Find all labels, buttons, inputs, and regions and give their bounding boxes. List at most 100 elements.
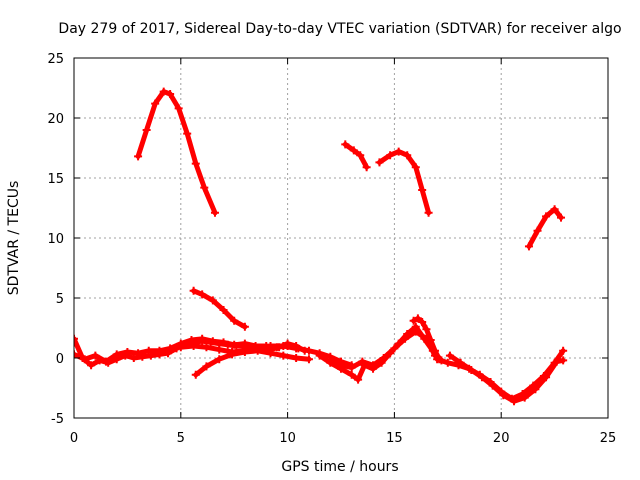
data-point — [379, 354, 388, 362]
series-trace — [342, 141, 370, 170]
data-point — [499, 391, 508, 400]
series-low-8 — [445, 351, 568, 406]
data-point — [467, 366, 476, 374]
data-point — [129, 354, 138, 362]
data-point — [386, 151, 395, 160]
data-point — [401, 334, 410, 343]
y-tick-label: -5 — [51, 412, 64, 427]
data-point — [413, 314, 422, 323]
data-point — [409, 316, 418, 325]
series-trace — [178, 343, 299, 355]
data-point — [552, 357, 561, 366]
data-point — [510, 397, 519, 406]
data-point — [304, 355, 313, 364]
data-point — [121, 351, 130, 360]
data-point — [375, 158, 384, 167]
data-point — [354, 375, 363, 384]
data-point — [155, 350, 164, 359]
data-point — [266, 342, 275, 350]
data-point — [189, 342, 198, 350]
data-point — [191, 370, 200, 379]
data-point — [174, 104, 183, 113]
data-point — [418, 318, 427, 326]
data-point — [183, 129, 192, 138]
series-trace — [447, 353, 566, 404]
data-point — [215, 355, 224, 364]
data-point — [189, 286, 198, 295]
data-point — [292, 344, 301, 353]
data-point — [411, 163, 420, 172]
data-point — [559, 346, 568, 355]
x-tick-label: 15 — [386, 431, 403, 446]
data-point — [550, 205, 559, 214]
data-point — [215, 345, 224, 354]
data-point — [146, 351, 155, 360]
data-point — [349, 146, 358, 155]
y-tick-label: 5 — [56, 292, 64, 307]
data-point — [210, 208, 219, 217]
data-point — [403, 151, 412, 160]
data-point — [176, 343, 185, 352]
y-tick-label: 20 — [47, 112, 64, 127]
data-point — [151, 99, 160, 108]
data-point — [531, 385, 540, 394]
data-point — [266, 349, 275, 358]
data-point — [347, 363, 356, 372]
data-point — [426, 336, 435, 344]
data-point — [134, 152, 143, 161]
data-point — [200, 183, 209, 192]
data-point — [337, 361, 345, 370]
data-point — [433, 355, 442, 364]
y-tick-label: 15 — [47, 172, 64, 187]
data-point — [279, 351, 288, 360]
data-point — [142, 126, 151, 134]
data-point — [356, 151, 365, 160]
data-point — [112, 355, 121, 364]
x-tick-label: 10 — [279, 431, 296, 446]
data-point — [520, 393, 529, 402]
data-point — [74, 334, 78, 343]
data-point — [91, 351, 100, 360]
y-tick-label: 25 — [47, 52, 64, 67]
data-point — [198, 337, 207, 346]
data-point — [424, 208, 433, 217]
series-low-4 — [176, 342, 301, 356]
data-point — [253, 344, 262, 353]
y-tick-label: 0 — [56, 352, 64, 367]
data-point — [422, 325, 431, 334]
data-point — [223, 340, 232, 349]
data-point — [358, 357, 367, 366]
axis-ticks: 0 5 10 15 20 25 -5 0 5 10 15 20 25 — [47, 52, 616, 446]
series-trace — [526, 206, 564, 249]
data-point — [138, 352, 147, 361]
data-point — [191, 159, 200, 168]
data-point — [159, 87, 168, 96]
data-point — [163, 349, 172, 358]
data-series-layer — [74, 87, 568, 406]
data-point — [230, 316, 239, 325]
data-point — [202, 362, 211, 371]
data-point — [74, 350, 78, 359]
series-trace — [376, 149, 432, 216]
data-point — [443, 358, 452, 367]
data-point — [418, 186, 427, 194]
data-point — [232, 342, 241, 350]
data-point — [477, 373, 486, 382]
x-axis-label: GPS time / hours — [281, 459, 398, 475]
x-tick-label: 25 — [600, 431, 617, 446]
data-point — [542, 212, 551, 221]
chart-title: Day 279 of 2017, Sidereal Day-to-day VTE… — [58, 21, 621, 37]
data-point — [362, 163, 371, 172]
data-point — [228, 348, 237, 356]
data-point — [326, 357, 335, 366]
data-point — [219, 306, 228, 314]
series-arc-d — [524, 205, 566, 251]
x-tick-label: 20 — [493, 431, 510, 446]
data-point — [524, 242, 533, 251]
data-point — [456, 358, 465, 367]
y-axis-label: SDTVAR / TECUs — [6, 181, 22, 296]
data-point — [292, 354, 301, 362]
data-point — [369, 361, 378, 370]
data-point — [87, 361, 96, 370]
